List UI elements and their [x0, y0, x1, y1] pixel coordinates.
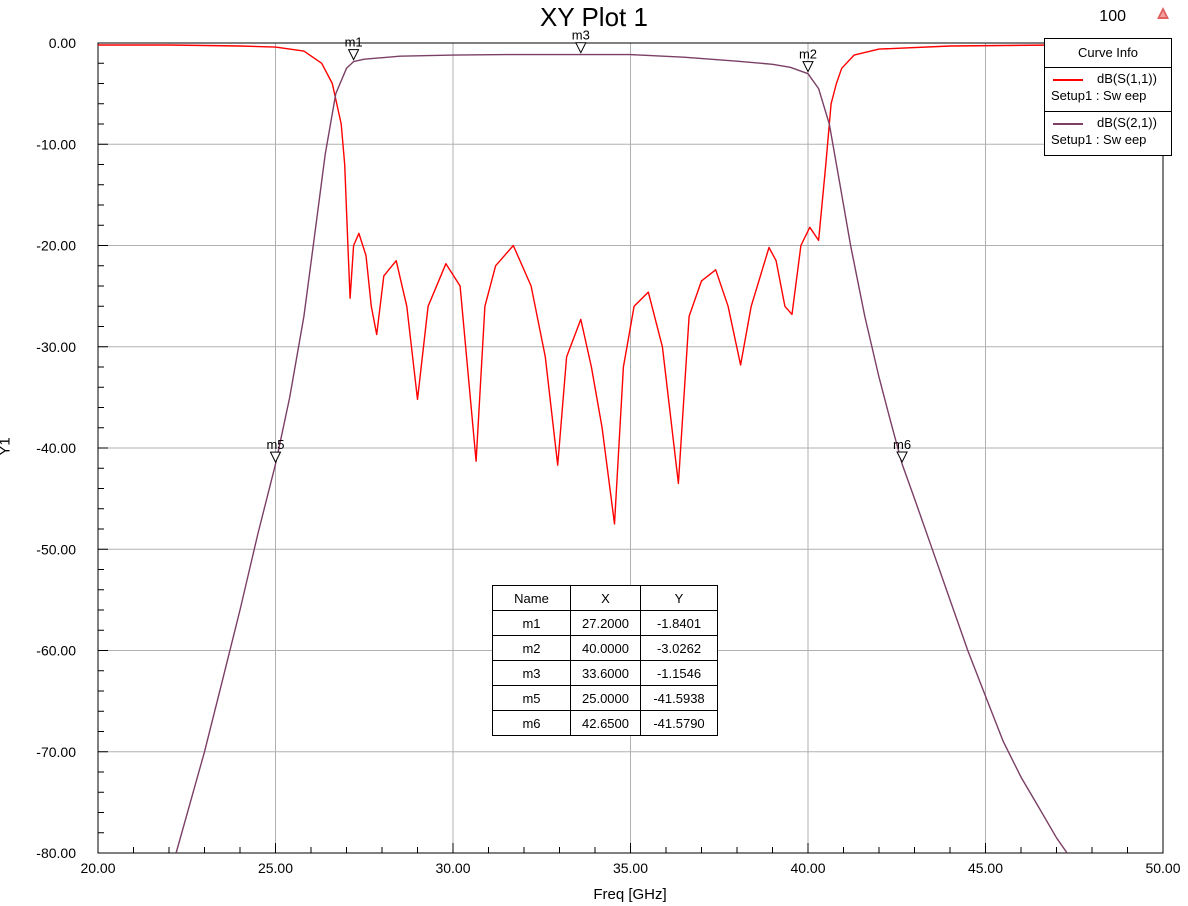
marker-name-cell: m5 [492, 685, 571, 711]
x-axis-label: Freq [GHz] [593, 886, 667, 903]
x-tick-label: 20.00 [80, 860, 115, 876]
legend-series-name: dB(S(2,1)) [1097, 115, 1157, 130]
marker-y-cell: -3.0262 [640, 635, 718, 661]
axes: 20.00 25.00 30.00 35.00 40.00 45.00 50.00 0.00 -… [36, 35, 1180, 876]
marker-m6-label: m6 [893, 437, 911, 452]
legend-swatch-s11 [1053, 79, 1083, 81]
column-header-name: Name [492, 585, 571, 611]
marker-y-cell: -41.5790 [640, 710, 718, 736]
x-tick-label: 50.00 [1145, 860, 1180, 876]
marker-name-cell: m1 [492, 610, 571, 636]
marker-table-header: Name X Y [492, 585, 718, 611]
marker-x-cell: 33.6000 [570, 660, 641, 686]
table-row[interactable]: m6 42.6500 -41.5790 [492, 710, 718, 736]
marker-m5-label: m5 [266, 437, 284, 452]
marker-m2-label: m2 [799, 47, 817, 62]
marker-y-cell: -41.5938 [640, 685, 718, 711]
x-tick-label: 30.00 [435, 860, 470, 876]
marker-m2-icon [802, 61, 814, 73]
marker-m6-icon [896, 451, 908, 464]
table-row[interactable]: m2 40.0000 -3.0262 [492, 635, 718, 661]
y-tick-label: -70.00 [36, 744, 76, 760]
y-tick-label: -10.00 [36, 136, 76, 152]
zoom-level: 100 [1099, 8, 1126, 25]
marker-m3-label: m3 [572, 28, 590, 43]
y-tick-label: -50.00 [36, 541, 76, 557]
legend-header: Curve Info [1045, 39, 1171, 68]
marker-x-cell: 27.2000 [570, 610, 641, 636]
x-tick-label: 45.00 [968, 860, 1003, 876]
marker-y-cell: -1.8401 [640, 610, 718, 636]
table-row[interactable]: m5 25.0000 -41.5938 [492, 685, 718, 711]
x-tick-label: 25.00 [258, 860, 293, 876]
marker-m1-icon [347, 49, 360, 61]
legend-setup-label: Setup1 : Sw eep [1051, 132, 1147, 147]
table-row[interactable]: m3 33.6000 -1.1546 [492, 660, 718, 686]
s11-series-line [98, 44, 1163, 525]
y-tick-label: -30.00 [36, 339, 76, 355]
x-tick-label: 40.00 [790, 860, 825, 876]
y-tick-label: -80.00 [36, 845, 76, 861]
y-axis-label: Y1 [0, 437, 14, 456]
legend: Curve Info dB(S(1,1)) Setup1 : Sw eep dB… [1044, 38, 1172, 156]
table-row[interactable]: m1 27.2000 -1.8401 [492, 610, 718, 636]
marker-m5-icon [269, 451, 282, 464]
marker-m3-icon [574, 42, 587, 54]
marker-x-cell: 25.0000 [570, 685, 641, 711]
legend-swatch-s21 [1053, 123, 1083, 125]
legend-entry-s11[interactable]: dB(S(1,1)) Setup1 : Sw eep [1045, 68, 1171, 112]
marker-name-cell: m2 [492, 635, 571, 661]
markers: m1 m2 m3 m5 m6 [266, 28, 911, 464]
marker-y-cell: -1.1546 [640, 660, 718, 686]
marker-table: Name X Y m1 27.2000 -1.8401 m2 40.0000 -… [492, 585, 718, 736]
marker-m1-label: m1 [345, 35, 363, 50]
y-tick-label: -40.00 [36, 440, 76, 456]
warning-triangle-icon [1157, 7, 1169, 19]
x-tick-label: 35.00 [613, 860, 648, 876]
marker-name-cell: m3 [492, 660, 571, 686]
y-tick-label: 0.00 [49, 35, 76, 51]
legend-entry-s21[interactable]: dB(S(2,1)) Setup1 : Sw eep [1045, 112, 1171, 155]
column-header-y: Y [640, 585, 718, 611]
column-header-x: X [570, 585, 641, 611]
series [98, 44, 1163, 854]
marker-name-cell: m6 [492, 710, 571, 736]
marker-x-cell: 40.0000 [570, 635, 641, 661]
legend-setup-label: Setup1 : Sw eep [1051, 88, 1147, 103]
y-tick-label: -60.00 [36, 643, 76, 659]
y-tick-label: -20.00 [36, 238, 76, 254]
legend-series-name: dB(S(1,1)) [1097, 71, 1157, 86]
s21-series-line [175, 53, 1068, 854]
marker-x-cell: 42.6500 [570, 710, 641, 736]
